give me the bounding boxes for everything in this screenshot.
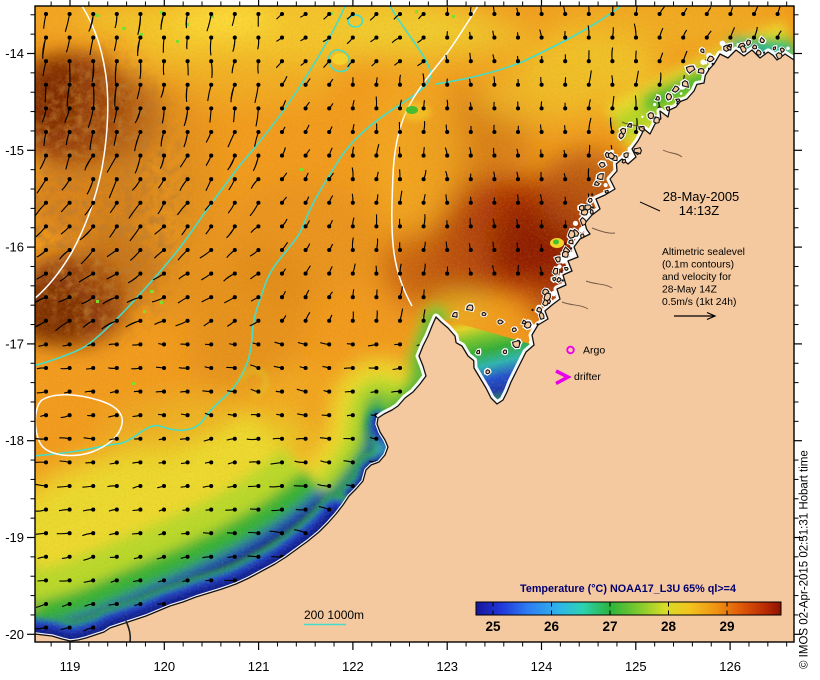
svg-text:0.5m/s (1kt 24h): 0.5m/s (1kt 24h) <box>662 297 736 308</box>
svg-text:(0.1m contours): (0.1m contours) <box>662 260 734 271</box>
svg-text:-14: -14 <box>5 46 24 61</box>
svg-text:14:13Z: 14:13Z <box>679 203 720 218</box>
svg-text:27: 27 <box>602 619 617 634</box>
svg-text:125: 125 <box>625 659 647 674</box>
svg-text:124: 124 <box>531 659 553 674</box>
svg-text:28-May 14Z: 28-May 14Z <box>662 285 717 296</box>
svg-text:-15: -15 <box>5 143 24 158</box>
svg-text:126: 126 <box>719 659 741 674</box>
svg-text:25: 25 <box>485 619 501 634</box>
svg-text:28-May-2005: 28-May-2005 <box>663 189 740 204</box>
svg-text:-20: -20 <box>5 627 24 642</box>
svg-text:© IMOS 02-Apr-2015 02:51:31 H: © IMOS 02-Apr-2015 02:51:31 Hobart time <box>799 450 811 669</box>
svg-text:121: 121 <box>248 659 270 674</box>
svg-text:29: 29 <box>719 619 734 634</box>
svg-text:26: 26 <box>544 619 560 634</box>
svg-text:120: 120 <box>153 659 175 674</box>
svg-text:-18: -18 <box>5 433 24 448</box>
svg-text:and velocity for: and velocity for <box>662 272 732 283</box>
svg-text:200 1000m: 200 1000m <box>304 608 364 622</box>
svg-text:-19: -19 <box>5 530 24 545</box>
svg-text:122: 122 <box>342 659 364 674</box>
svg-text:-16: -16 <box>5 240 24 255</box>
svg-text:Temperature (°C) NOAA17_L3U 65: Temperature (°C) NOAA17_L3U 65% ql>=4 <box>520 583 736 595</box>
svg-text:Argo: Argo <box>583 345 605 357</box>
svg-text:28: 28 <box>661 619 677 634</box>
svg-text:119: 119 <box>60 659 81 674</box>
svg-text:-17: -17 <box>5 336 24 351</box>
svg-text:123: 123 <box>436 659 458 674</box>
svg-text:Altimetric sealevel: Altimetric sealevel <box>662 247 745 258</box>
svg-text:drifter: drifter <box>574 371 601 383</box>
